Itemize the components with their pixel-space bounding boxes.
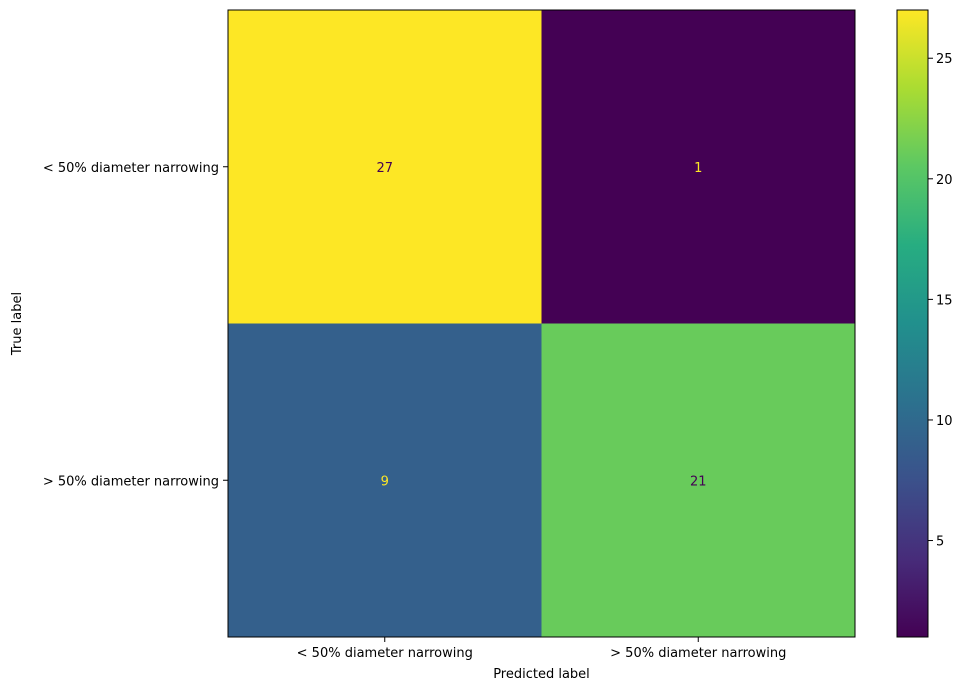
y-tick-label-0: < 50% diameter narrowing [43, 161, 219, 176]
matrix-cell-1-1 [541, 323, 855, 637]
cell-value-1-1: 21 [690, 474, 707, 489]
colorbar [896, 9, 929, 638]
colorbar-tick-label-3: 20 [936, 173, 953, 188]
colorbar-tick-label-0: 5 [936, 535, 944, 550]
y-axis-ticks: < 50% diameter narrowing > 50% diameter n… [43, 161, 228, 489]
y-axis-label: True label [10, 292, 25, 356]
colorbar-tick-label-4: 25 [936, 52, 953, 67]
colorbar-tick-label-1: 10 [936, 414, 953, 429]
matrix-cells [228, 10, 855, 637]
x-tick-label-0: < 50% diameter narrowing [297, 646, 473, 661]
colorbar-tick-label-2: 15 [936, 293, 953, 308]
y-tick-label-1: > 50% diameter narrowing [43, 474, 219, 489]
x-axis-ticks: < 50% diameter narrowing > 50% diameter n… [297, 637, 786, 661]
cell-value-0-1: 1 [694, 161, 702, 176]
x-axis-label: Predicted label [493, 667, 590, 682]
colorbar-ticks: 5 10 15 20 25 [928, 52, 953, 550]
axes-frame [227, 9, 856, 638]
matrix-cell-0-1 [541, 10, 855, 324]
matrix-cell-1-0 [228, 323, 542, 637]
matrix-cell-0-0 [228, 10, 542, 324]
cell-value-0-0: 27 [376, 161, 393, 176]
cell-value-labels: 27 1 9 21 [376, 161, 706, 490]
x-tick-label-1: > 50% diameter narrowing [610, 646, 786, 661]
cell-value-1-0: 9 [381, 474, 389, 489]
